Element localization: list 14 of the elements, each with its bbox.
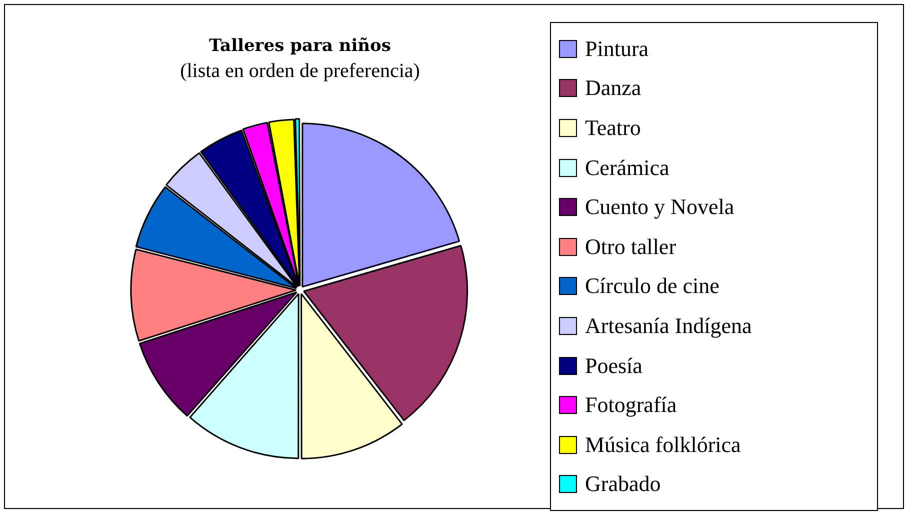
legend-label: Cuento y Novela (585, 194, 734, 220)
legend-label: Pintura (585, 36, 649, 62)
legend-label: Cerámica (585, 154, 670, 181)
text: Talleres para niños (208, 36, 392, 56)
legend-label: Círculo de cine (585, 273, 720, 300)
legend-label: Danza (585, 75, 642, 102)
legend-label: Música folklórica (585, 432, 741, 458)
legend-label: Poesía (585, 352, 642, 379)
legend-label: Artesanía Indígena (585, 312, 752, 339)
legend-label: Grabado (585, 471, 661, 498)
text: (lista en orden de preferencia) (179, 60, 421, 83)
legend-label: Otro taller (585, 234, 676, 260)
legend-label: Teatro (585, 114, 641, 141)
legend-label: Fotografía (585, 392, 677, 418)
